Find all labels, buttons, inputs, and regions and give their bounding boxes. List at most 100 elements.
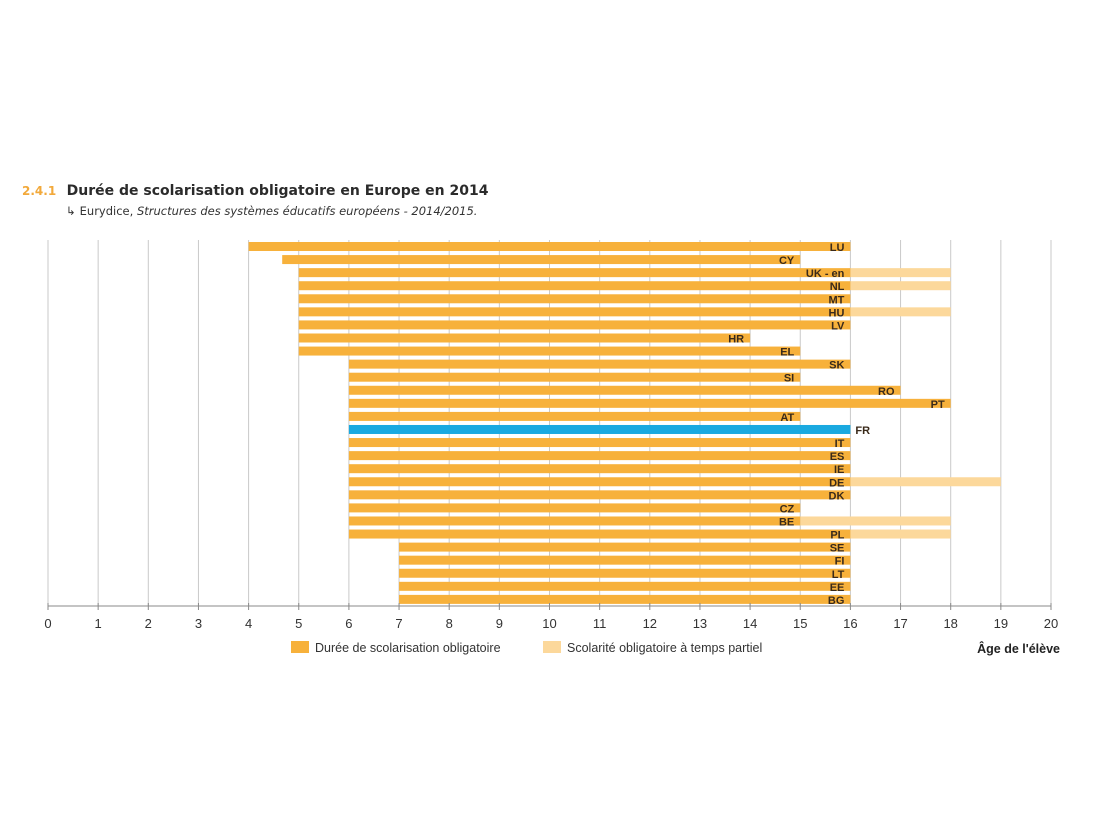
x-tick-label: 9 [496,616,503,631]
x-tick-label: 18 [943,616,957,631]
x-tick-label: 3 [195,616,202,631]
country-label: DK [829,490,845,502]
country-label: BE [779,516,794,528]
legend-swatch-full [291,641,309,653]
bar-IE [348,464,851,474]
bar-FR [348,424,851,434]
x-tick-label: 19 [994,616,1008,631]
bars [248,242,1001,604]
x-tick-label: 0 [44,616,51,631]
x-tick-label: 11 [593,616,607,631]
bar-CY [282,255,801,265]
country-label: HR [728,333,744,345]
legend-swatch-partial [543,641,561,653]
legend-label-full: Durée de scolarisation obligatoire [315,641,501,655]
bar-partial-BE [800,516,951,526]
x-tick-label: 8 [446,616,453,631]
country-label: CY [779,255,795,267]
country-label: ES [830,451,845,463]
country-label: LT [832,569,845,581]
country-label: FI [835,556,845,568]
country-label: LU [830,242,845,254]
country-label: PL [830,530,844,542]
bar-partial-NL [850,281,951,291]
x-tick-label: 2 [145,616,152,631]
bar-EE [399,581,851,591]
x-tick-label: 5 [295,616,302,631]
bar-DE [348,477,851,487]
x-axis: 0 1 2 3 4 5 6 7 8 9 10 11 12 13 14 15 16 17 18 19 20 [44,603,1058,631]
source-publication: Structures des systèmes éducatifs europé… [136,204,478,218]
country-label: MT [829,294,845,306]
x-tick-label: 14 [743,616,757,631]
country-label: RO [878,386,895,398]
country-label: PT [931,399,945,411]
x-tick-label: 10 [542,616,556,631]
bar-HU [298,307,851,317]
x-tick-label: 4 [245,616,252,631]
country-label: EE [830,582,845,594]
bar-NL [298,281,851,291]
figure-heading: 2.4.1 Durée de scolarisation obligatoire… [22,182,488,200]
bar-BE [348,516,801,526]
country-label: NL [830,281,845,293]
bar-BG [399,594,851,604]
bar-LT [399,568,851,578]
bar-partial-HU [850,307,951,317]
country-label: SE [830,543,845,555]
source-arrow-icon: ↳ [66,204,76,218]
bar-partial-PL [850,529,951,539]
x-tick-label: 7 [395,616,402,631]
bar-PT [348,398,951,408]
bar-AT [348,411,801,421]
country-label: LV [831,320,845,332]
country-label: FR [855,425,870,437]
bar-EL [298,346,801,356]
bar-LV [298,320,851,330]
legend-label-partial: Scolarité obligatoire à temps partiel [567,641,762,655]
bar-IT [348,438,851,448]
bar-LU [248,242,851,251]
bar-SE [399,542,851,552]
bar-RO [348,385,901,395]
country-label: IT [835,438,845,450]
x-tick-label: 12 [643,616,657,631]
country-label: SI [784,373,794,385]
chart-title: Durée de scolarisation obligatoire en Eu… [66,183,489,199]
bar-HR [298,333,751,343]
bar-MT [298,294,851,304]
x-axis-title: Âge de l'élève [977,641,1060,656]
bar-UK-en [298,268,851,278]
country-label: UK - en [806,268,845,280]
x-tick-label: 20 [1044,616,1058,631]
bar-SK [348,359,851,369]
bar-FI [399,555,851,565]
bar-PL [348,529,851,539]
country-label: IE [834,464,844,476]
legend: Durée de scolarisation obligatoire Scola… [291,641,1060,656]
country-label: EL [780,347,794,359]
country-label: AT [780,412,794,424]
figure-number: 2.4.1 [22,184,57,198]
bar-partial-DE [850,477,1001,487]
x-tick-label: 16 [843,616,857,631]
source-publisher: Eurydice, [79,204,137,218]
bar-SI [348,372,801,382]
bar-CZ [348,503,801,513]
x-tick-label: 1 [95,616,102,631]
country-label: SK [829,360,844,372]
bar-ES [348,451,851,461]
country-label: HU [829,307,845,319]
country-label: BG [828,595,845,607]
country-label: CZ [780,503,795,515]
x-tick-label: 15 [793,616,807,631]
country-label: DE [829,477,844,489]
x-tick-label: 17 [893,616,907,631]
bar-partial-UK-en [850,268,951,278]
source-line: ↳ Eurydice, Structures des systèmes éduca… [66,204,477,218]
x-tick-label: 6 [345,616,352,631]
bar-DK [348,490,851,500]
x-tick-label: 13 [693,616,707,631]
